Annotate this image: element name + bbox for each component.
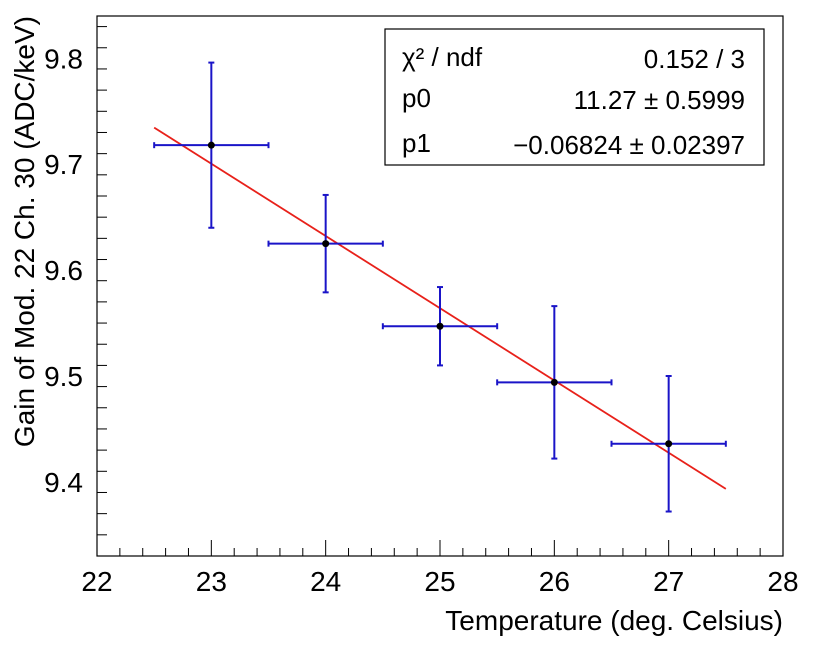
data-point	[496, 305, 613, 460]
data-marker	[665, 440, 673, 448]
x-tick-label: 22	[81, 566, 112, 597]
stats-value-p0: 11.27 ± 0.5999	[574, 85, 745, 115]
data-marker	[207, 141, 215, 149]
x-tick-label: 26	[539, 566, 570, 597]
y-tick-label: 9.5	[44, 361, 83, 392]
stats-label-p0: p0	[402, 83, 431, 113]
stats-box: χ² / ndf 0.152 / 3 p0 11.27 ± 0.5999 p1 …	[384, 28, 765, 166]
x-axis-title: Temperature (deg. Celsius)	[445, 605, 783, 636]
stats-label-chi2: χ² / ndf	[402, 42, 483, 72]
data-points	[153, 61, 727, 513]
stats-value-chi2: 0.152 / 3	[644, 44, 745, 74]
axis-ticks	[96, 26, 784, 557]
data-point	[153, 61, 270, 229]
stats-label-p1: p1	[402, 128, 431, 158]
y-tick-label: 9.7	[44, 149, 83, 180]
data-marker	[550, 378, 558, 386]
data-marker	[436, 322, 444, 330]
data-point	[610, 375, 727, 513]
x-tick-label: 25	[424, 566, 455, 597]
x-tick-label: 24	[310, 566, 341, 597]
y-tick-label: 9.8	[44, 43, 83, 74]
x-tick-label: 23	[196, 566, 227, 597]
x-tick-label: 28	[767, 566, 798, 597]
data-marker	[322, 240, 330, 248]
x-tick-label: 27	[653, 566, 684, 597]
data-point	[381, 286, 499, 367]
y-axis-title: Gain of Mod. 22 Ch. 30 (ADC/keV)	[9, 16, 40, 447]
y-tick-label: 9.4	[44, 467, 83, 498]
y-tick-label: 9.6	[44, 255, 83, 286]
tick-labels: 22 23 24 25 26 27 28 9.4 9.5 9.6 9.7 9.8	[44, 43, 799, 597]
stats-value-p1: −0.06824 ± 0.02397	[513, 130, 745, 160]
data-point	[267, 193, 384, 294]
stats-box-frame	[384, 28, 765, 166]
